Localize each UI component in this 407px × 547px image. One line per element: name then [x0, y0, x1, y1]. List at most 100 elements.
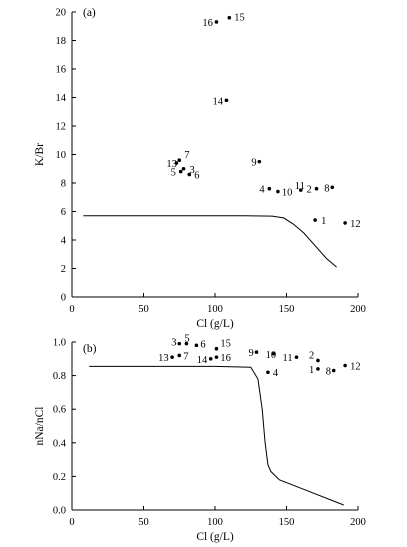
x-tick-label: 150 — [279, 517, 295, 528]
y-tick-label: 0.2 — [53, 472, 66, 483]
boundary-curve — [83, 215, 337, 268]
point-label-13: 13 — [166, 159, 177, 170]
point-label-16: 16 — [202, 18, 213, 29]
data-point-6 — [194, 343, 199, 348]
data-point-15 — [227, 15, 232, 20]
point-label-8: 8 — [324, 183, 329, 194]
y-tick-label: 0.6 — [53, 405, 66, 416]
boundary-curve — [89, 365, 344, 506]
y-tick-label: 20 — [56, 8, 67, 19]
panel-label: (b) — [83, 343, 97, 355]
panel-b: 0 50 100 150 200 0.0 0.2 0.4 0.6 0.8 1.0 Cl (g/L) nN… — [34, 334, 366, 543]
point-label-1: 1 — [321, 216, 326, 227]
y-tick-label: 18 — [56, 36, 67, 47]
point-label-6: 6 — [200, 339, 205, 350]
point-label-4: 4 — [259, 185, 265, 196]
point-label-16: 16 — [220, 353, 231, 364]
y-tick-label: 0.0 — [53, 506, 66, 517]
data-point-4 — [266, 370, 270, 375]
x-tick-label: 150 — [279, 304, 295, 315]
data-point-16 — [214, 355, 219, 359]
x-tick-label: 0 — [69, 304, 74, 315]
y-tick-label: 4 — [61, 236, 67, 247]
data-point-7 — [177, 353, 182, 358]
point-label-10: 10 — [282, 188, 293, 199]
point-label-6: 6 — [194, 170, 199, 181]
data-point-16 — [214, 20, 219, 24]
point-label-3: 3 — [190, 165, 195, 176]
x-tick-label: 50 — [138, 304, 149, 315]
y-tick-label: 10 — [56, 150, 67, 161]
data-point-2 — [314, 186, 319, 191]
data-point-10 — [271, 351, 276, 356]
point-label-5: 5 — [171, 168, 176, 179]
data-point-3 — [177, 341, 182, 346]
point-label-1: 1 — [309, 365, 314, 376]
point-label-13: 13 — [158, 353, 169, 364]
data-point-9 — [254, 350, 259, 354]
point-label-14: 14 — [197, 355, 208, 366]
y-tick-label: 12 — [56, 122, 67, 133]
data-point-1 — [316, 367, 320, 371]
point-label-12: 12 — [350, 362, 361, 373]
data-point-2 — [316, 358, 320, 363]
x-tick-label: 100 — [207, 517, 223, 528]
y-tick-label: 6 — [61, 207, 66, 218]
point-label-10: 10 — [266, 350, 277, 361]
y-axis-title: K/Br — [34, 143, 46, 166]
y-axis-title: nNa/nCl — [34, 407, 46, 446]
point-label-11: 11 — [283, 353, 293, 364]
data-point-14 — [208, 357, 213, 361]
data-point-11 — [299, 188, 303, 192]
point-label-14: 14 — [212, 96, 223, 107]
data-point-5 — [178, 169, 183, 174]
data-point-14 — [224, 98, 229, 103]
y-tick-label: 0.4 — [53, 438, 67, 449]
x-axis-title: Cl (g/L) — [196, 318, 234, 330]
data-point-8 — [330, 185, 335, 190]
point-label-12: 12 — [350, 219, 361, 230]
point-label-15: 15 — [234, 13, 245, 24]
point-label-8: 8 — [326, 367, 331, 378]
point-label-5: 5 — [184, 334, 189, 345]
data-point-5 — [184, 341, 189, 346]
data-point-12 — [343, 363, 347, 368]
data-point-3 — [181, 166, 186, 171]
point-label-2: 2 — [307, 185, 312, 196]
panel-label: (a) — [83, 7, 96, 19]
y-tick-label: 1.0 — [53, 338, 66, 349]
x-tick-label: 50 — [138, 517, 149, 528]
point-label-3: 3 — [171, 338, 176, 349]
data-point-7 — [177, 158, 182, 162]
data-point-13 — [174, 161, 179, 165]
point-label-15: 15 — [220, 339, 231, 350]
x-tick-label: 200 — [350, 304, 366, 315]
data-point-4 — [267, 186, 272, 191]
point-label-2: 2 — [309, 350, 314, 361]
point-label-4: 4 — [273, 368, 279, 379]
data-point-1 — [313, 218, 317, 222]
y-tick-label: 2 — [61, 264, 66, 275]
data-point-8 — [331, 368, 336, 373]
x-tick-label: 100 — [207, 304, 223, 315]
point-label-9: 9 — [251, 158, 256, 169]
y-tick-label: 16 — [56, 65, 67, 76]
point-label-9: 9 — [248, 348, 253, 359]
data-point-15 — [214, 346, 219, 351]
data-point-6 — [187, 172, 192, 177]
x-axis-title: Cl (g/L) — [196, 531, 234, 543]
point-label-7: 7 — [184, 150, 189, 161]
data-point-12 — [343, 221, 347, 225]
y-tick-label: 14 — [56, 93, 67, 104]
x-tick-label: 0 — [69, 517, 74, 528]
y-tick-label: 0 — [61, 293, 66, 304]
point-label-11: 11 — [295, 181, 305, 192]
y-tick-label: 8 — [61, 179, 66, 190]
data-point-13 — [170, 355, 174, 359]
data-point-9 — [257, 159, 262, 164]
point-label-7: 7 — [183, 351, 188, 362]
x-tick-label: 200 — [350, 517, 366, 528]
data-point-10 — [276, 189, 280, 194]
